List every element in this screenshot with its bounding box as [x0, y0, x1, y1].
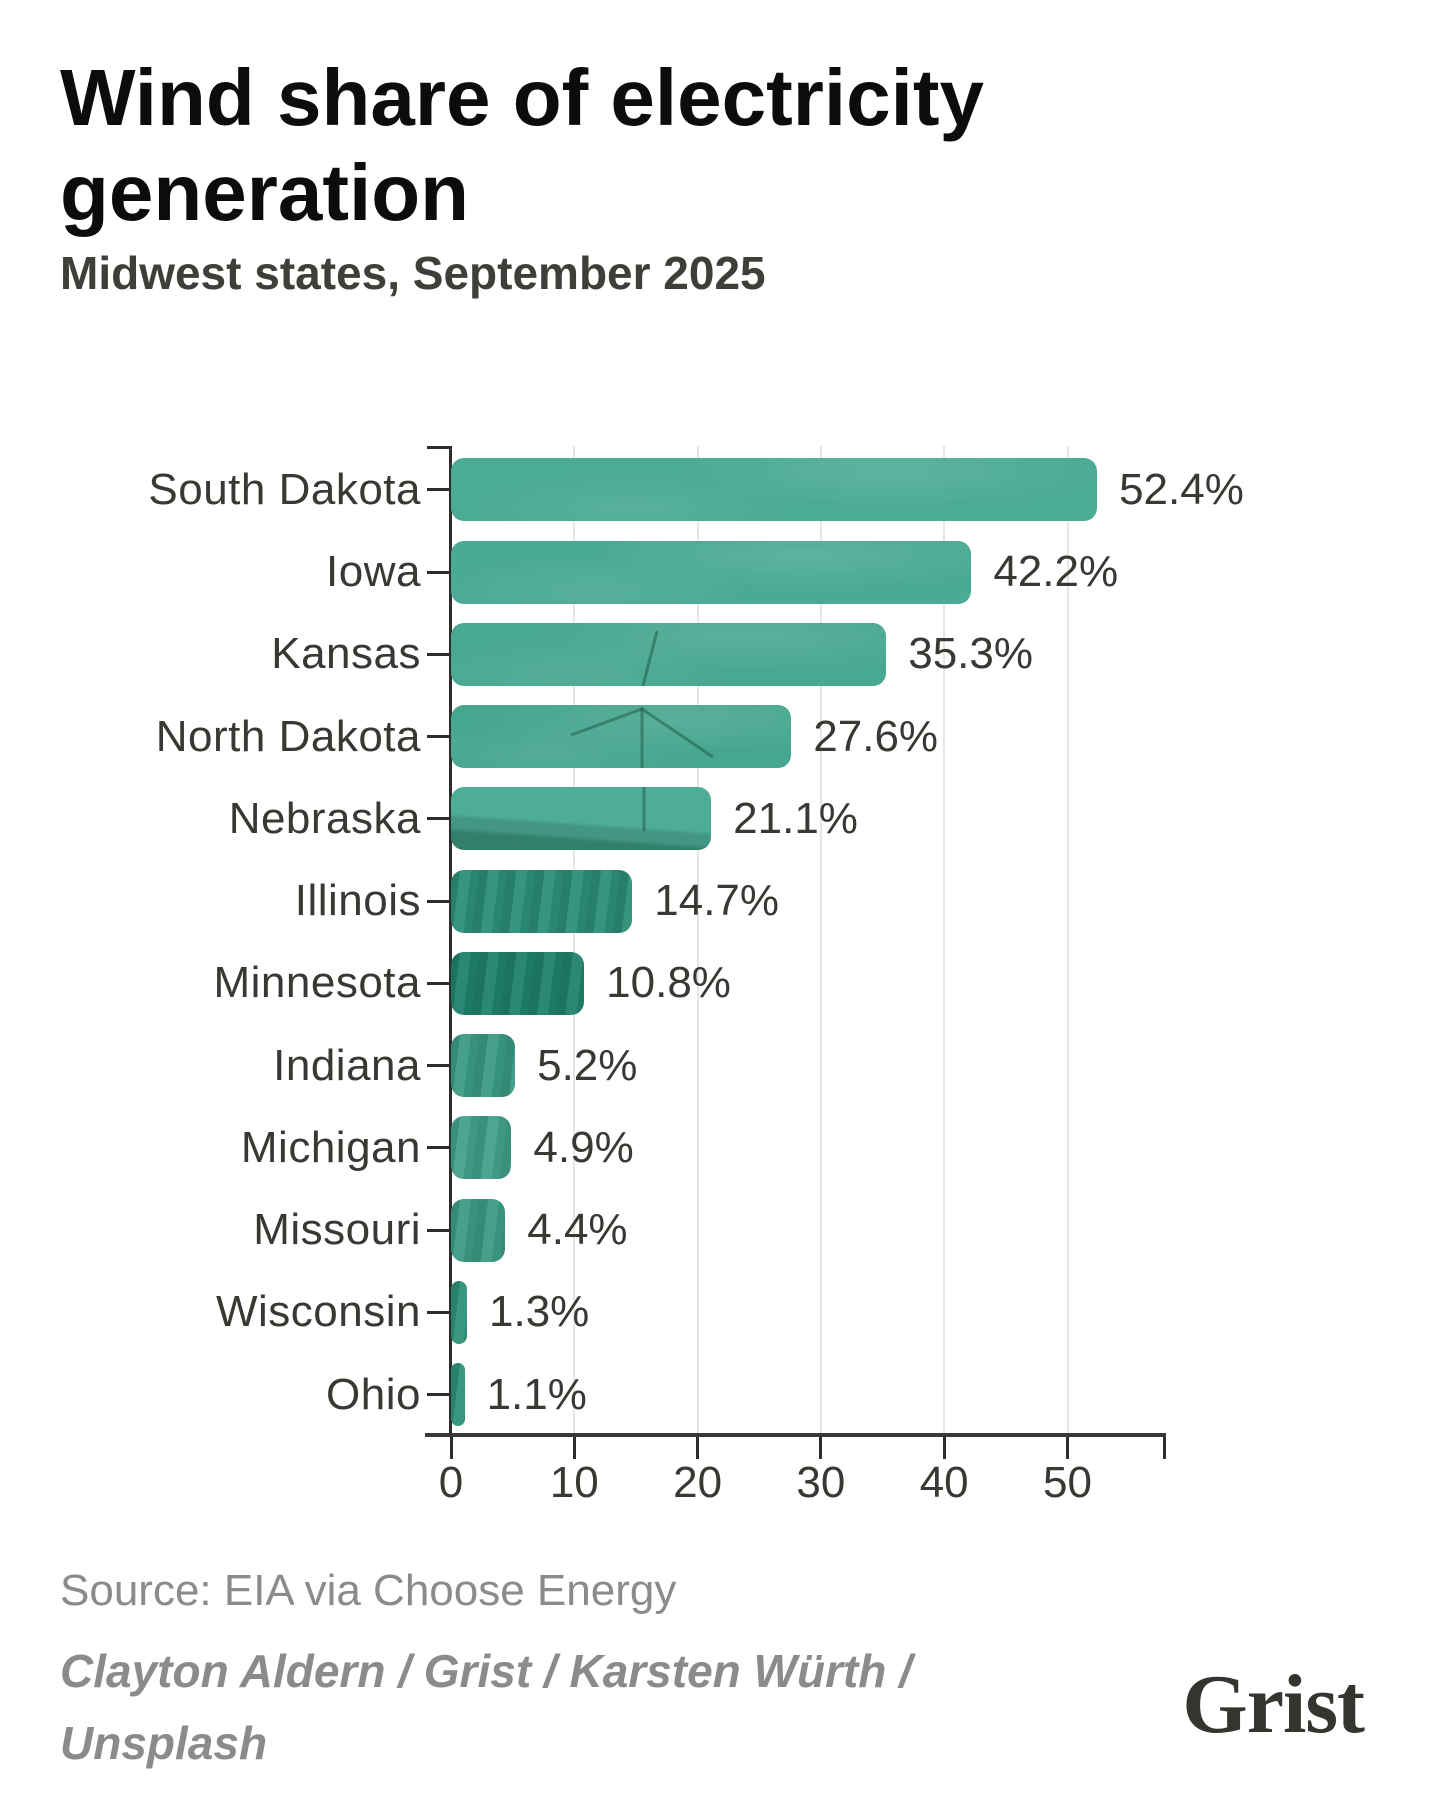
- state-label-michigan: Michigan: [240, 1122, 421, 1172]
- bar-south-dakota: [451, 458, 1098, 522]
- bar-missouri: [451, 1198, 506, 1262]
- chart-subtitle: Midwest states, September 2025: [60, 247, 766, 299]
- value-label-indiana: 5.2%: [537, 1040, 638, 1090]
- wind-turbine-silhouette: [642, 787, 646, 832]
- value-label-michigan: 4.9%: [533, 1122, 634, 1172]
- value-label-illinois: 14.7%: [654, 876, 780, 926]
- state-label-iowa: Iowa: [326, 547, 421, 597]
- plot-area: 0 10 20 30 40 50 52.4% 42.2% 35.3% 27.6% 21.1% 14.7…: [425, 446, 1244, 1507]
- category-tick-north-dakota: [427, 735, 449, 739]
- chart-title: Wind share of electricity generation: [60, 50, 1210, 240]
- bar-wisconsin: [451, 1280, 468, 1344]
- y-axis-line: [449, 446, 452, 1436]
- category-tick-michigan: [427, 1146, 449, 1150]
- state-label-south-dakota: South Dakota: [148, 464, 421, 514]
- x-axis-tick-10: [572, 1437, 576, 1459]
- category-tick-nebraska: [427, 817, 449, 821]
- wind-turbine-silhouette: [641, 630, 659, 686]
- grist-logo: Grist: [1182, 1658, 1365, 1751]
- state-label-nebraska: Nebraska: [228, 793, 421, 843]
- x-tick-label-0: 0: [438, 1458, 464, 1507]
- state-label-wisconsin: Wisconsin: [216, 1287, 421, 1337]
- state-label-illinois: Illinois: [294, 876, 421, 926]
- category-tick-ohio: [427, 1393, 449, 1397]
- state-label-minnesota: Minnesota: [213, 958, 421, 1008]
- gridline-40: [943, 446, 946, 1433]
- x-axis-tick-30: [819, 1437, 823, 1459]
- value-label-minnesota: 10.8%: [606, 958, 731, 1008]
- value-label-ohio: 1.1%: [486, 1369, 587, 1419]
- state-label-kansas: Kansas: [271, 629, 421, 679]
- x-axis-end-cap: [1163, 1437, 1166, 1459]
- category-tick-iowa: [427, 570, 449, 574]
- gridline-30: [819, 446, 822, 1433]
- bar-michigan: [451, 1116, 512, 1180]
- credit-text-line2: Unsplash: [60, 1717, 268, 1769]
- x-tick-label-30: 30: [796, 1458, 846, 1507]
- state-label-indiana: Indiana: [273, 1040, 421, 1090]
- x-tick-label-40: 40: [919, 1458, 969, 1507]
- bar-indiana: [451, 1034, 516, 1098]
- state-label-missouri: Missouri: [253, 1205, 421, 1255]
- x-axis-tick-40: [942, 1437, 946, 1459]
- x-axis-tick-20: [696, 1437, 700, 1459]
- wind-turbine-silhouette: [570, 707, 714, 769]
- value-label-south-dakota: 52.4%: [1119, 464, 1244, 514]
- value-label-kansas: 35.3%: [908, 629, 1033, 679]
- bar-iowa: [451, 540, 972, 604]
- gridline-50: [1066, 446, 1069, 1433]
- x-axis-tick-50: [1066, 1437, 1069, 1459]
- chart-title-line2: generation: [60, 148, 469, 237]
- source-text: Source: EIA via Choose Energy: [60, 1566, 677, 1615]
- state-label-ohio: Ohio: [326, 1369, 421, 1419]
- bar-north-dakota: [451, 705, 792, 769]
- gridline-20: [696, 446, 699, 1433]
- gridline-10: [573, 446, 576, 1433]
- category-tick-wisconsin: [427, 1310, 449, 1314]
- value-label-missouri: 4.4%: [527, 1205, 628, 1255]
- y-axis-top-cap: [427, 446, 449, 449]
- chart-title-line1: Wind share of electricity: [60, 53, 984, 142]
- x-axis-line: [425, 1433, 1166, 1437]
- x-tick-label-50: 50: [1043, 1458, 1092, 1507]
- category-tick-missouri: [427, 1228, 449, 1232]
- x-tick-label-10: 10: [549, 1458, 599, 1507]
- value-label-iowa: 42.2%: [993, 547, 1119, 597]
- credit-text-line1: Clayton Aldern / Grist / Karsten Würth /: [60, 1645, 912, 1697]
- state-label-north-dakota: North Dakota: [155, 711, 421, 761]
- x-axis-tick-0: [449, 1437, 453, 1459]
- category-tick-south-dakota: [427, 488, 449, 492]
- value-label-north-dakota: 27.6%: [813, 711, 939, 761]
- value-label-nebraska: 21.1%: [733, 793, 858, 843]
- bar-illinois: [451, 869, 633, 933]
- bar-minnesota: [451, 951, 585, 1015]
- category-tick-indiana: [427, 1064, 449, 1068]
- category-tick-illinois: [427, 899, 449, 903]
- category-tick-kansas: [427, 652, 449, 656]
- bar-ohio: [451, 1363, 465, 1427]
- bar-nebraska: [451, 787, 712, 851]
- category-tick-minnesota: [427, 981, 449, 985]
- value-label-wisconsin: 1.3%: [489, 1287, 590, 1337]
- x-tick-label-20: 20: [673, 1458, 723, 1507]
- bar-kansas: [451, 622, 887, 686]
